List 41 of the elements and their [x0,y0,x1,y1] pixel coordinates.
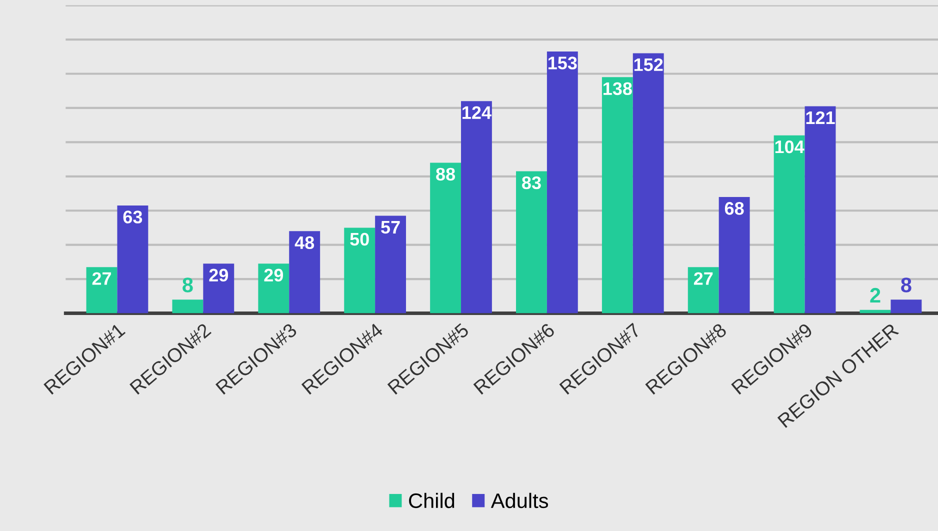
bar [602,77,633,314]
bar [172,300,204,314]
data-label: 83 [522,176,541,190]
data-label: 63 [123,210,142,224]
data-label: 27 [92,272,112,285]
data-label: 153 [548,56,577,70]
data-label: 48 [294,236,314,250]
data-label: 27 [694,272,713,285]
data-label: 138 [604,82,632,96]
bar [774,135,805,314]
data-label: 2 [870,288,880,302]
data-label: 88 [436,168,456,181]
bar [203,264,234,314]
bar [375,216,406,314]
data-label: 104 [775,140,804,154]
bar [718,196,750,314]
bar [258,264,290,314]
bar [632,53,664,314]
bar [117,205,148,314]
data-label: 50 [350,232,369,246]
data-label: 121 [806,111,835,124]
bar [461,101,492,314]
data-label: 29 [209,268,228,282]
bar [516,171,547,314]
data-label: 68 [724,202,744,215]
bar [430,162,462,314]
legend-label: Adults [490,492,548,508]
data-label: 8 [182,278,193,292]
data-label: 57 [381,221,400,234]
bar [804,106,836,314]
bar [688,267,719,314]
legend-label: Child [409,492,454,508]
bar [289,231,320,314]
bar [546,52,578,314]
data-label: 152 [634,58,663,72]
bar [344,228,376,314]
bar [890,300,922,314]
data-label: 8 [901,278,912,292]
data-label: 124 [462,106,492,119]
data-label: 29 [264,268,284,282]
bar [86,267,118,314]
